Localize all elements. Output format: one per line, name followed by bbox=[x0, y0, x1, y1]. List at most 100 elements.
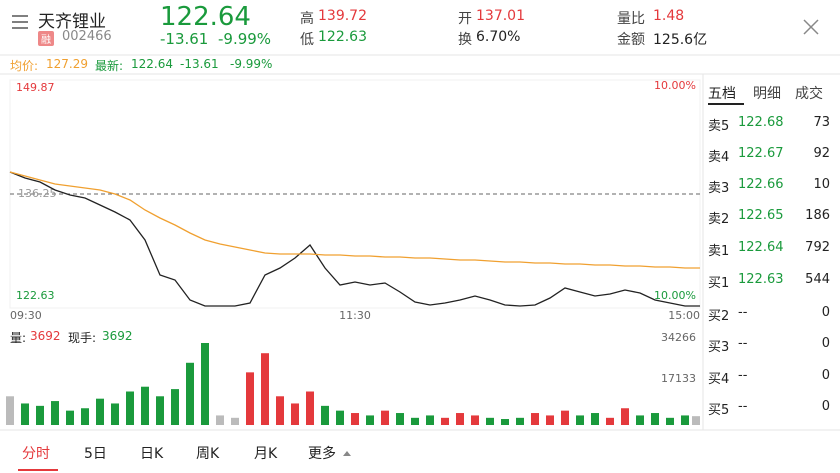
last-price: 122.64 bbox=[160, 2, 251, 32]
order-price: 122.63 bbox=[738, 272, 784, 287]
volume-bar bbox=[36, 405, 44, 425]
order-level: 卖3 bbox=[708, 181, 730, 196]
volume-bar bbox=[621, 408, 629, 425]
avg-label: 均价: bbox=[10, 59, 39, 73]
order-level: 买4 bbox=[708, 372, 730, 387]
volume-bar bbox=[606, 417, 614, 425]
close-button[interactable] bbox=[803, 19, 819, 35]
stat-label: 量比 bbox=[617, 11, 645, 27]
order-volume: 0 bbox=[821, 305, 830, 320]
volume-bar bbox=[156, 396, 164, 425]
order-level: 卖5 bbox=[708, 119, 730, 134]
volume-bar bbox=[351, 413, 359, 425]
volume-bar bbox=[411, 417, 419, 425]
x-tick-label: 15:00 bbox=[668, 309, 700, 322]
avg-price: 127.29 bbox=[46, 57, 88, 71]
volume-bar bbox=[456, 413, 464, 425]
menu-icon[interactable] bbox=[12, 15, 28, 29]
price-change-pct: -9.99% bbox=[218, 30, 272, 48]
volume-bar bbox=[96, 398, 104, 425]
change: -13.61 bbox=[180, 57, 219, 71]
volume-bar bbox=[486, 417, 494, 425]
order-volume: 186 bbox=[805, 208, 830, 223]
stat-value: 137.01 bbox=[476, 8, 525, 24]
volume-bar bbox=[291, 403, 299, 425]
volume-bar bbox=[546, 415, 554, 425]
order-price: 122.66 bbox=[738, 177, 784, 192]
period-tab[interactable]: 周K bbox=[196, 446, 220, 462]
volume-bar bbox=[66, 410, 74, 425]
period-tab[interactable]: 更多 bbox=[308, 446, 336, 462]
volume-bar bbox=[111, 403, 119, 425]
order-level: 买3 bbox=[708, 340, 730, 355]
order-tab[interactable]: 成交 bbox=[795, 86, 823, 102]
stat-value: 139.72 bbox=[318, 8, 367, 24]
volume-bar bbox=[231, 417, 239, 425]
volume-bar bbox=[6, 396, 14, 425]
stock-code: 002466 bbox=[62, 29, 112, 44]
stat-value: 1.48 bbox=[653, 8, 685, 24]
period-tab[interactable]: 5日 bbox=[84, 446, 107, 462]
volume-bar bbox=[51, 401, 59, 425]
stat-value: 6.70% bbox=[476, 29, 521, 45]
hand-value: 3692 bbox=[102, 329, 133, 343]
volume-bar bbox=[636, 415, 644, 425]
order-level: 买5 bbox=[708, 403, 730, 418]
volume-bar bbox=[171, 389, 179, 425]
pct-label: 10.00% bbox=[654, 79, 696, 92]
volume-label: 量: bbox=[10, 331, 27, 345]
volume-bar bbox=[81, 408, 89, 425]
margin-badge: 融 bbox=[38, 31, 54, 46]
order-tab[interactable]: 五档 bbox=[708, 86, 736, 102]
order-level: 买2 bbox=[708, 309, 730, 324]
price-change: -13.61 bbox=[160, 30, 209, 48]
change-pct: -9.99% bbox=[230, 57, 273, 71]
order-volume: 0 bbox=[821, 368, 830, 383]
volume-bar bbox=[261, 353, 269, 425]
volume-bar bbox=[216, 415, 224, 425]
last-price: 122.64 bbox=[131, 57, 173, 71]
volume-bar bbox=[471, 415, 479, 425]
order-price: 122.67 bbox=[738, 146, 784, 161]
volume-bar bbox=[126, 391, 134, 425]
volume-bar bbox=[141, 386, 149, 425]
volume-bar bbox=[201, 343, 209, 425]
order-price: 122.68 bbox=[738, 115, 784, 130]
order-level: 卖4 bbox=[708, 150, 730, 165]
volume-bar bbox=[426, 415, 434, 425]
order-tab[interactable]: 明细 bbox=[753, 86, 781, 102]
volume-bar bbox=[306, 391, 314, 425]
order-price: -- bbox=[738, 336, 748, 351]
order-level: 买1 bbox=[708, 276, 730, 291]
stat-label: 金额 bbox=[617, 32, 645, 48]
volume-bar bbox=[381, 410, 389, 425]
order-volume: 0 bbox=[821, 336, 830, 351]
x-tick-label: 11:30 bbox=[339, 309, 371, 322]
period-tab[interactable]: 月K bbox=[254, 446, 278, 462]
volume-bar bbox=[246, 372, 254, 425]
volume-bar bbox=[186, 362, 194, 425]
order-level: 卖2 bbox=[708, 212, 730, 227]
stat-label: 换 bbox=[458, 32, 472, 48]
order-price: -- bbox=[738, 399, 748, 414]
price-line bbox=[9, 171, 700, 307]
order-volume: 73 bbox=[813, 115, 830, 130]
hand-label: 现手: bbox=[68, 331, 97, 345]
order-price: -- bbox=[738, 305, 748, 320]
volume-bar bbox=[516, 417, 524, 425]
volume-bar bbox=[692, 416, 700, 425]
volume-bar bbox=[576, 415, 584, 425]
period-tab[interactable]: 日K bbox=[140, 446, 164, 462]
stat-value: 125.6亿 bbox=[653, 32, 708, 48]
volume-bar bbox=[441, 417, 449, 425]
volume-bar bbox=[276, 396, 284, 425]
order-volume: 792 bbox=[805, 240, 830, 255]
pct-label: 10.00% bbox=[654, 289, 696, 302]
volume-bar bbox=[591, 413, 599, 425]
volume-bar bbox=[321, 405, 329, 425]
y-tick-label: 17133 bbox=[661, 372, 696, 385]
volume-bar bbox=[531, 413, 539, 425]
period-tab[interactable]: 分时 bbox=[22, 446, 50, 462]
